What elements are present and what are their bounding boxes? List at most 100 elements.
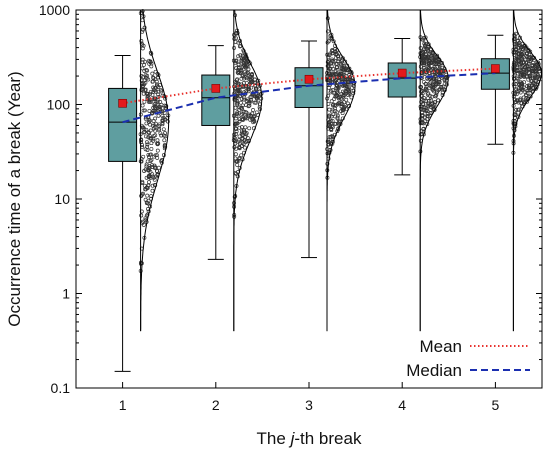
scatter-point xyxy=(151,123,155,128)
scatter-point xyxy=(139,74,144,78)
scatter-point xyxy=(148,99,153,104)
scatter-point xyxy=(426,101,431,106)
scatter-point xyxy=(325,139,330,144)
scatter-point xyxy=(233,152,238,157)
scatter-point xyxy=(335,67,340,72)
scatter-point xyxy=(141,125,146,130)
scatter-point xyxy=(421,52,426,57)
mean-marker xyxy=(397,68,407,78)
scatter-point xyxy=(442,78,447,83)
scatter-point xyxy=(436,88,441,93)
scatter-point xyxy=(237,68,242,73)
scatter-point xyxy=(234,171,239,176)
scatter-point xyxy=(232,97,237,102)
scatter-point xyxy=(328,127,333,132)
scatter-point xyxy=(240,74,245,79)
scatter-point xyxy=(238,100,243,105)
scatter-point xyxy=(145,148,150,152)
scatter-points xyxy=(138,9,543,273)
scatter-point xyxy=(234,36,238,41)
scatter-point xyxy=(139,39,144,43)
scatter-point xyxy=(156,165,161,170)
scatter-point xyxy=(339,91,344,96)
scatter-point xyxy=(149,146,154,151)
scatter-point xyxy=(515,54,520,59)
scatter-point xyxy=(252,114,257,119)
scatter-point xyxy=(155,141,160,146)
scatter-point xyxy=(325,40,330,45)
scatter-point xyxy=(512,60,517,65)
scatter-point xyxy=(351,91,356,96)
scatter-point xyxy=(426,96,431,101)
x-axis-title-suffix: -th break xyxy=(294,429,362,448)
scatter-point xyxy=(433,100,438,105)
scatter-point xyxy=(335,89,339,94)
scatter-point xyxy=(512,52,517,57)
scatter-point xyxy=(522,46,527,50)
scatter-point xyxy=(336,84,341,89)
scatter-point xyxy=(237,44,242,49)
scatter-point xyxy=(155,138,160,143)
scatter-point xyxy=(141,43,146,48)
scatter-point xyxy=(235,81,240,86)
scatter-point xyxy=(327,107,332,112)
scatter-point xyxy=(516,107,520,112)
scatter-point xyxy=(529,79,534,84)
scatter-point xyxy=(161,127,166,132)
box-iqr xyxy=(387,62,417,98)
scatter-point xyxy=(243,134,248,139)
scatter-point xyxy=(140,219,145,224)
scatter-point xyxy=(145,186,150,190)
scatter-point xyxy=(142,69,147,73)
scatter-point xyxy=(331,72,336,77)
scatter-point xyxy=(339,63,343,68)
scatter-point xyxy=(144,121,149,126)
scatter-point xyxy=(329,114,334,119)
scatter-point xyxy=(522,70,527,74)
scatter-point xyxy=(351,88,356,93)
scatter-point xyxy=(520,56,525,61)
scatter-point xyxy=(334,86,339,91)
scatter-point xyxy=(152,123,157,128)
scatter-point xyxy=(140,66,145,71)
scatter-point xyxy=(344,83,349,88)
scatter-point xyxy=(141,27,145,32)
scatter-point xyxy=(333,121,338,126)
scatter-point xyxy=(335,61,340,66)
scatter-point xyxy=(513,31,518,36)
scatter-point xyxy=(524,61,529,66)
scatter-point xyxy=(151,76,156,81)
scatter-point xyxy=(340,57,345,62)
scatter-point xyxy=(514,87,519,92)
scatter-point xyxy=(527,83,532,88)
scatter-point xyxy=(527,74,532,79)
scatter-point xyxy=(146,183,151,188)
scatter-point xyxy=(146,152,151,157)
y-tick-label: 10 xyxy=(54,191,70,207)
scatter-point xyxy=(437,79,442,84)
scatter-point xyxy=(156,113,161,118)
scatter-point xyxy=(241,85,246,89)
scatter-point xyxy=(333,109,338,114)
scatter-point xyxy=(421,50,426,55)
x-axis: 1 2 3 4 5 xyxy=(119,382,500,413)
scatter-point xyxy=(150,172,155,177)
scatter-point xyxy=(340,102,345,106)
scatter-point xyxy=(526,86,531,90)
scatter-point xyxy=(142,108,147,113)
scatter-point xyxy=(424,52,429,57)
scatter-point xyxy=(151,87,156,92)
scatter-point xyxy=(144,68,149,72)
scatter-point xyxy=(422,44,427,49)
scatter-point xyxy=(344,97,349,102)
scatter-point xyxy=(146,175,151,179)
scatter-point xyxy=(532,76,537,80)
scatter-point xyxy=(150,188,155,193)
scatter-point xyxy=(526,88,531,93)
scatter-point xyxy=(425,114,430,118)
scatter-point xyxy=(246,89,251,94)
scatter-point xyxy=(518,56,523,61)
scatter-point xyxy=(144,140,149,145)
scatter-point xyxy=(146,167,151,172)
scatter-point xyxy=(434,77,439,82)
